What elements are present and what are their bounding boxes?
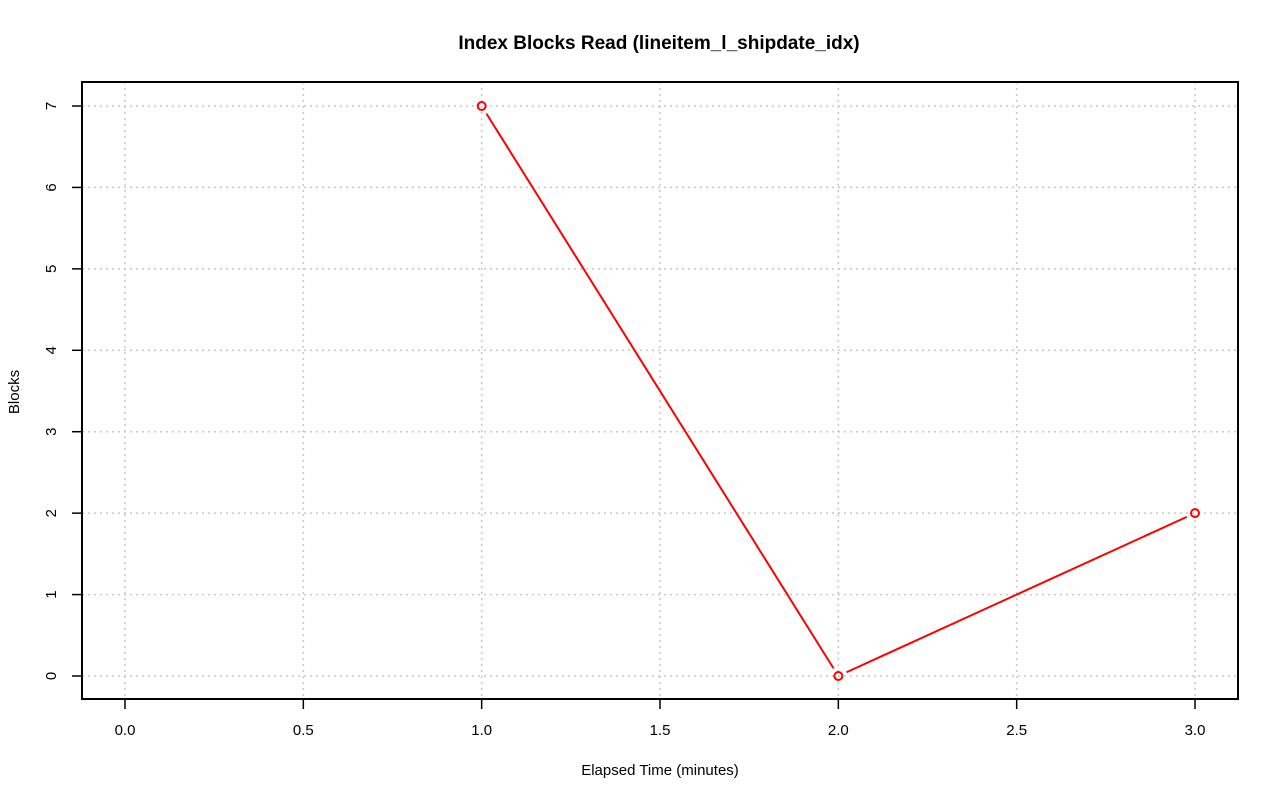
x-tick-label: 1.0: [471, 722, 492, 739]
y-tick-label: 5: [43, 265, 60, 273]
x-tick-label: 0.5: [293, 722, 314, 739]
y-tick-label: 0: [43, 672, 60, 680]
plot-frame: [81, 81, 1239, 700]
grid: [82, 82, 1238, 699]
x-tick-label: 1.5: [650, 722, 671, 739]
y-axis-label: Blocks: [6, 370, 23, 414]
y-axis: 0 1 2 3 4 5 6 7: [43, 102, 82, 680]
y-tick-label: 2: [43, 509, 60, 517]
data-point: [476, 101, 487, 111]
x-axis: 0.0 0.5 1.0 1.5 2.0 2.5 3.0: [115, 699, 1206, 739]
data-point: [1190, 508, 1200, 519]
data-point: [833, 671, 844, 681]
y-tick-label: 3: [43, 428, 60, 436]
x-tick-label: 0.0: [115, 722, 136, 739]
x-tick-label: 3.0: [1185, 722, 1206, 739]
y-tick-label: 6: [43, 183, 60, 191]
series-layer: [476, 101, 1200, 681]
x-axis-label: Elapsed Time (minutes): [581, 762, 739, 779]
series-line-segment: [846, 515, 1188, 674]
x-tick-label: 2.0: [828, 722, 849, 739]
y-tick-label: 4: [43, 346, 60, 354]
x-tick-label: 2.5: [1006, 722, 1027, 739]
y-tick-label: 7: [43, 102, 60, 110]
y-tick-label: 1: [43, 590, 60, 598]
series-line-segment: [485, 113, 835, 669]
chart-title: Index Blocks Read (lineitem_l_shipdate_i…: [458, 33, 859, 54]
